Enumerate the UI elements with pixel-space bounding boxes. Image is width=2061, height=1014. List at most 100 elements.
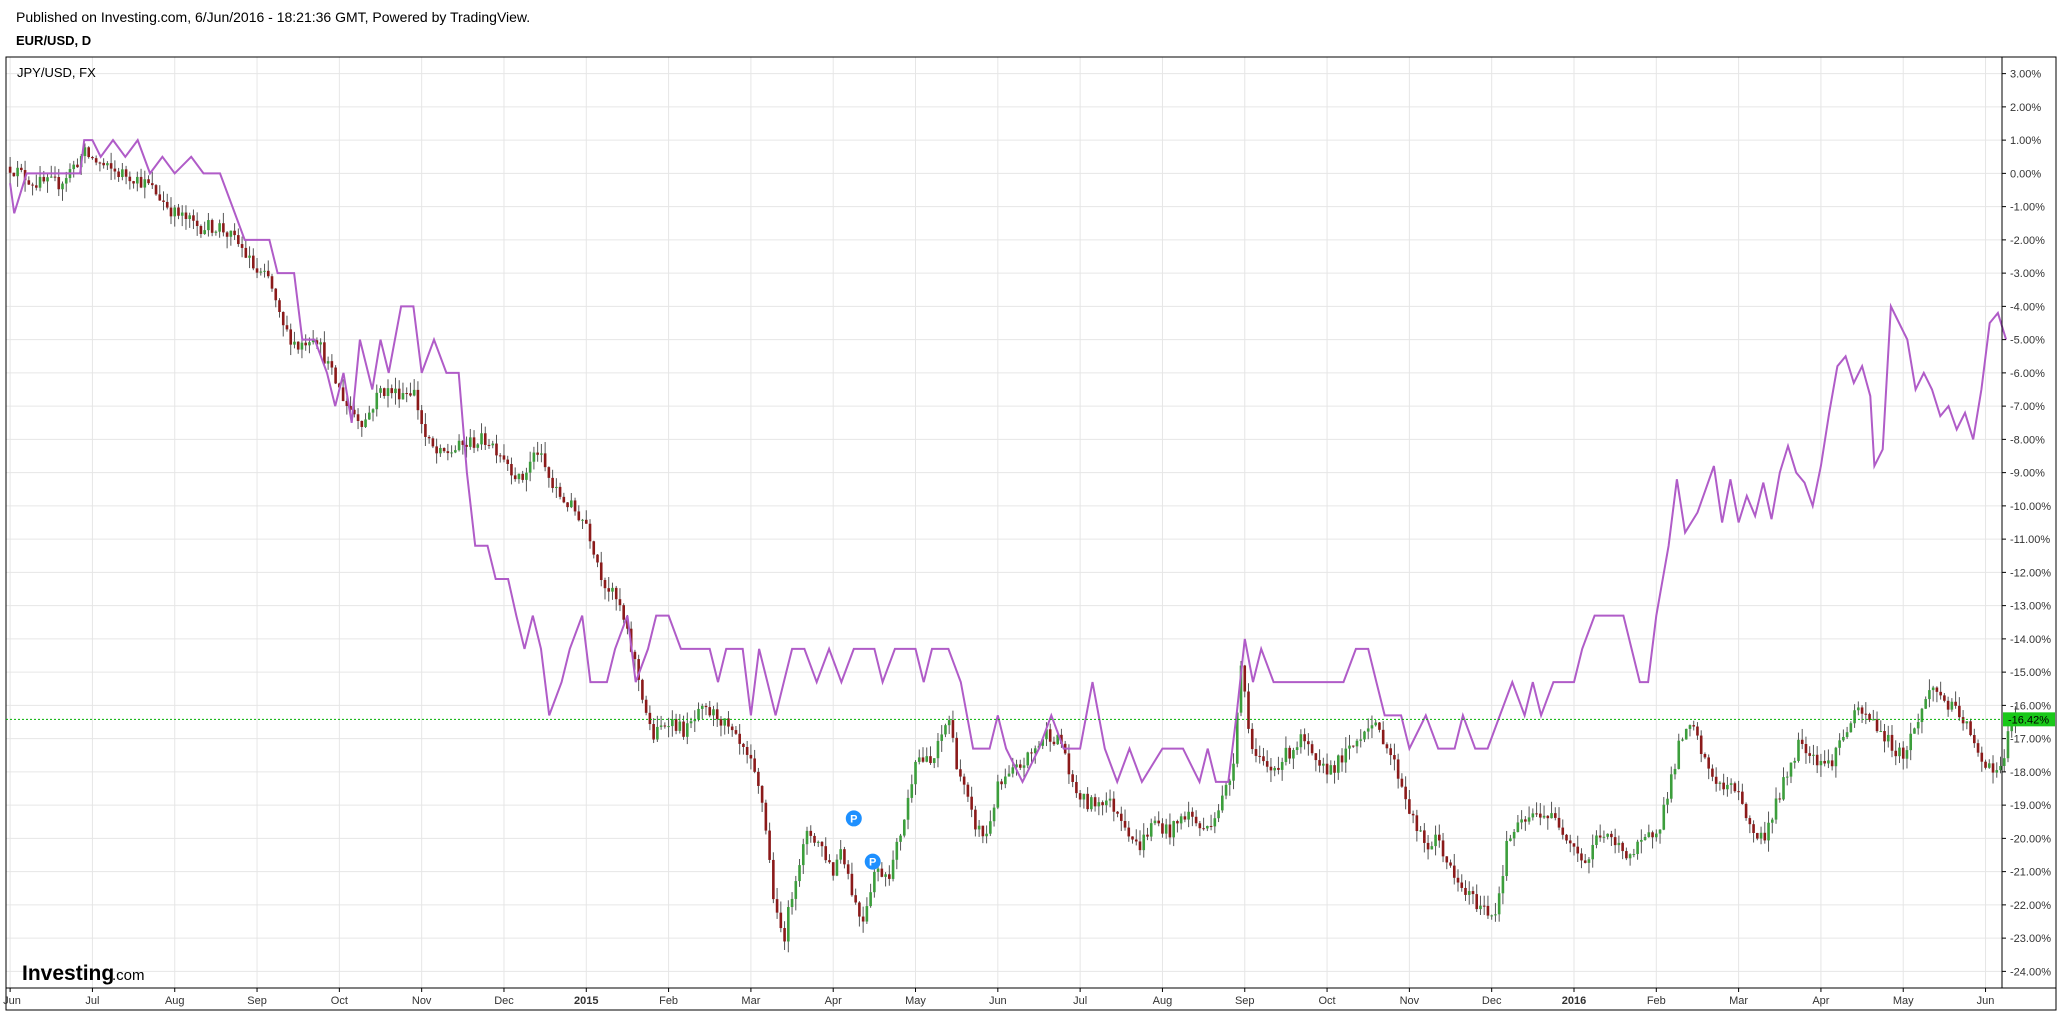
x-tick-label: Sep — [1235, 995, 1255, 1007]
candle-body — [1344, 748, 1348, 763]
candle-body — [225, 232, 229, 237]
y-tick-label: -3.00% — [2010, 268, 2045, 280]
candle-body — [1385, 744, 1389, 749]
candle-body — [1011, 767, 1015, 774]
candle-body — [1722, 782, 1725, 790]
candle-body — [1756, 832, 1759, 839]
candle-body — [940, 734, 944, 741]
y-tick-label: -9.00% — [2010, 468, 2045, 480]
candle-body — [300, 342, 304, 350]
candle-body — [192, 215, 195, 221]
candle-body — [626, 619, 629, 629]
candle-body — [962, 776, 966, 785]
candle-body — [1456, 877, 1460, 883]
y-tick-label: -8.00% — [2010, 434, 2045, 446]
y-tick-label: -21.00% — [2010, 867, 2051, 879]
x-tick-label: Feb — [1647, 995, 1666, 1007]
candle-body — [1082, 793, 1086, 800]
candle-body — [1060, 734, 1063, 744]
candle-body — [536, 452, 539, 455]
x-tick-label: May — [1893, 995, 1914, 1007]
candle-body — [1834, 747, 1838, 767]
candle-body — [1969, 721, 1972, 736]
candle-body — [1464, 887, 1467, 895]
candle-body — [1348, 745, 1351, 749]
candle-body — [1827, 760, 1830, 764]
x-axis: Jun Jul Aug Sep Oct Nov Dec 2015 Feb Mar Apr May Jun… — [3, 988, 1994, 1007]
candle-body — [1449, 862, 1452, 866]
candle-body — [53, 176, 57, 178]
candle-body — [147, 179, 150, 184]
candle-body — [72, 164, 76, 170]
legend-entry-jpy-usd: JPY/USD, FX — [17, 65, 96, 80]
candle-body — [113, 168, 117, 172]
candle-body — [461, 440, 465, 445]
candle-body — [1415, 815, 1419, 832]
y-tick-label: -22.00% — [2010, 900, 2051, 912]
y-tick-label: -2.00% — [2010, 235, 2045, 247]
candle-body — [1228, 780, 1232, 785]
candle-body — [1378, 722, 1381, 730]
candle-body — [1808, 753, 1811, 756]
candle-body — [1692, 725, 1696, 727]
candle-body — [330, 361, 334, 368]
candle-body — [1583, 860, 1587, 863]
candle-body — [180, 212, 184, 216]
candle-body — [416, 389, 420, 411]
candle-body — [472, 437, 476, 448]
candle-body — [1550, 813, 1553, 819]
candle-body — [753, 758, 756, 772]
candle-body — [1520, 819, 1523, 823]
candle-body — [38, 176, 42, 188]
candle-body — [1123, 820, 1127, 828]
candle-body — [656, 726, 659, 740]
y-tick-label: -23.00% — [2010, 933, 2051, 945]
candle-body — [745, 746, 749, 755]
candle-body — [450, 452, 453, 454]
candle-body — [94, 158, 98, 163]
x-tick-label: Mar — [1729, 995, 1748, 1007]
candle-body — [20, 167, 23, 171]
candle-body — [203, 230, 206, 235]
x-tick-label: Feb — [659, 995, 678, 1007]
candle-body — [573, 500, 577, 512]
candle-body — [798, 865, 801, 882]
investing-logo: Investing .com — [22, 962, 145, 985]
candle-body — [1797, 739, 1800, 761]
candle-body — [1187, 811, 1190, 820]
candle-body — [682, 721, 685, 737]
y-tick-label: -20.00% — [2010, 833, 2051, 845]
candle-body — [974, 809, 977, 830]
candle-body — [266, 270, 270, 277]
candle-body — [1254, 749, 1258, 756]
candle-body — [1714, 776, 1718, 784]
x-tick-label: Jul — [85, 995, 99, 1007]
candle-body — [1265, 761, 1269, 767]
candle-body — [1868, 714, 1871, 721]
candle-body — [345, 401, 349, 406]
candle-body — [1134, 839, 1138, 842]
candle-body — [1000, 781, 1003, 785]
x-tick-label: 2015 — [574, 995, 598, 1007]
candle-body — [158, 194, 162, 201]
candle-body — [977, 825, 981, 830]
candle-body — [1482, 905, 1486, 907]
candle-body — [906, 797, 910, 820]
candle-body — [622, 605, 625, 620]
candle-body — [1920, 708, 1924, 723]
candle-body — [1333, 765, 1336, 773]
candle-body — [1696, 726, 1699, 736]
candle-body — [1363, 731, 1366, 740]
candle-body — [584, 519, 588, 524]
candle-body — [1239, 665, 1243, 713]
candle-body — [727, 718, 730, 727]
candle-body — [1823, 760, 1826, 764]
candle-body — [98, 162, 102, 164]
candle-body — [966, 784, 970, 797]
candle-body — [1258, 755, 1262, 757]
candle-body — [83, 147, 87, 157]
candle-body — [1505, 840, 1508, 877]
candle-body — [1119, 813, 1123, 821]
candle-body — [1864, 713, 1868, 715]
